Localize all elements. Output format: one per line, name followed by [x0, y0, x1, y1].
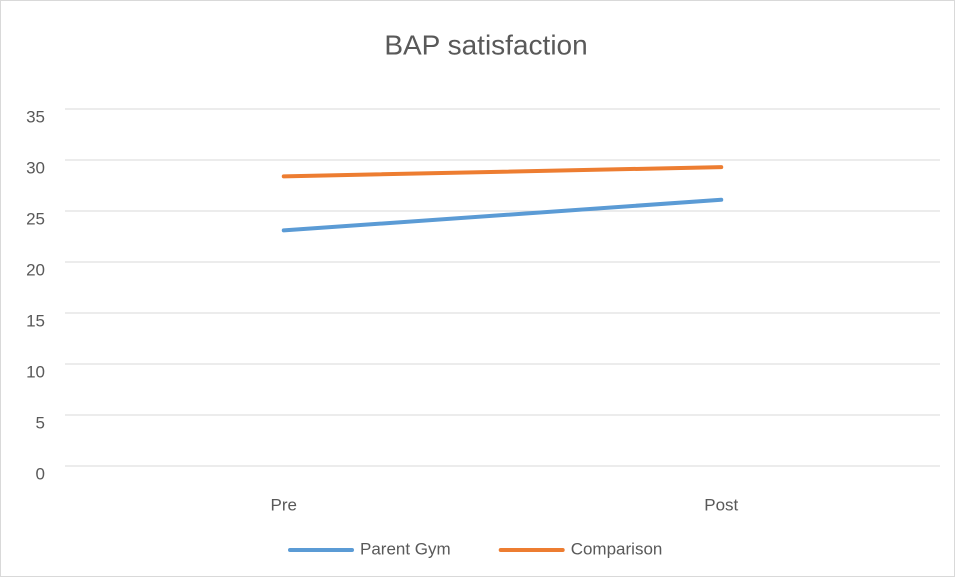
- legend-label: Comparison: [571, 539, 663, 558]
- y-tick-label: 5: [36, 413, 45, 432]
- y-tick-label: 10: [26, 362, 45, 381]
- y-tick-label: 20: [26, 260, 45, 279]
- y-tick-label: 30: [26, 158, 45, 177]
- series-line: [281, 197, 724, 233]
- x-tick-label: Pre: [271, 495, 297, 514]
- x-tick-label: Post: [704, 495, 738, 514]
- y-tick-label: 15: [26, 311, 45, 330]
- y-tick-label: 25: [26, 209, 45, 228]
- y-tick-label: 35: [26, 107, 45, 126]
- legend-label: Parent Gym: [360, 539, 451, 558]
- chart-title: BAP satisfaction: [384, 29, 587, 60]
- series-line: [281, 165, 724, 179]
- y-tick-label: 0: [36, 464, 45, 483]
